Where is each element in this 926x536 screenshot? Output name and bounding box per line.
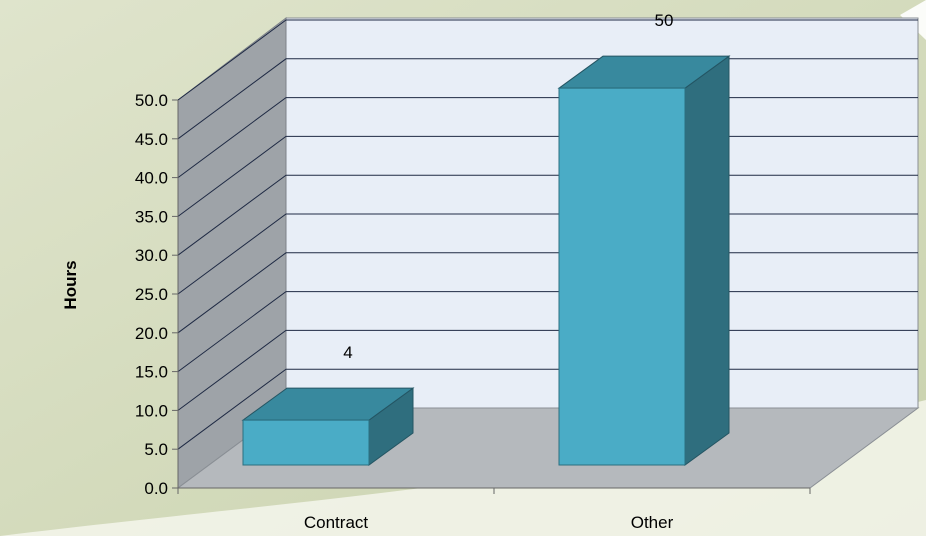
background-swoosh — [0, 400, 926, 536]
y-tick-label: 35.0 — [135, 207, 168, 226]
data-label: 4 — [343, 343, 352, 362]
x-category-label: Other — [631, 513, 674, 532]
y-axis-title: Hours — [61, 260, 80, 309]
data-labels: 4 50 — [343, 11, 673, 362]
data-label: 50 — [655, 11, 674, 30]
bar-other — [557, 55, 731, 466]
bars — [241, 55, 731, 466]
y-tick-label: 15.0 — [135, 363, 168, 382]
y-tick-label: 20.0 — [135, 324, 168, 343]
y-tick-label: 45.0 — [135, 130, 168, 149]
x-category-label: Contract — [304, 513, 369, 532]
y-tick-label: 50.0 — [135, 91, 168, 110]
bar-front — [558, 87, 686, 466]
y-axis-ticks: 0.0 5.0 10.0 15.0 20.0 25.0 30.0 35.0 40.0 45.0 50… — [135, 91, 179, 498]
y-tick-label: 40.0 — [135, 169, 168, 188]
y-tick-label: 0.0 — [144, 479, 168, 498]
gridline — [177, 19, 918, 101]
x-axis-ticks: Contract Other — [177, 487, 811, 532]
bar-side — [684, 55, 730, 466]
y-tick-label: 5.0 — [144, 440, 168, 459]
bar-front — [242, 419, 370, 466]
bar-contract — [241, 387, 415, 466]
y-tick-label: 10.0 — [135, 401, 168, 420]
y-tick-label: 30.0 — [135, 246, 168, 265]
y-tick-label: 25.0 — [135, 285, 168, 304]
